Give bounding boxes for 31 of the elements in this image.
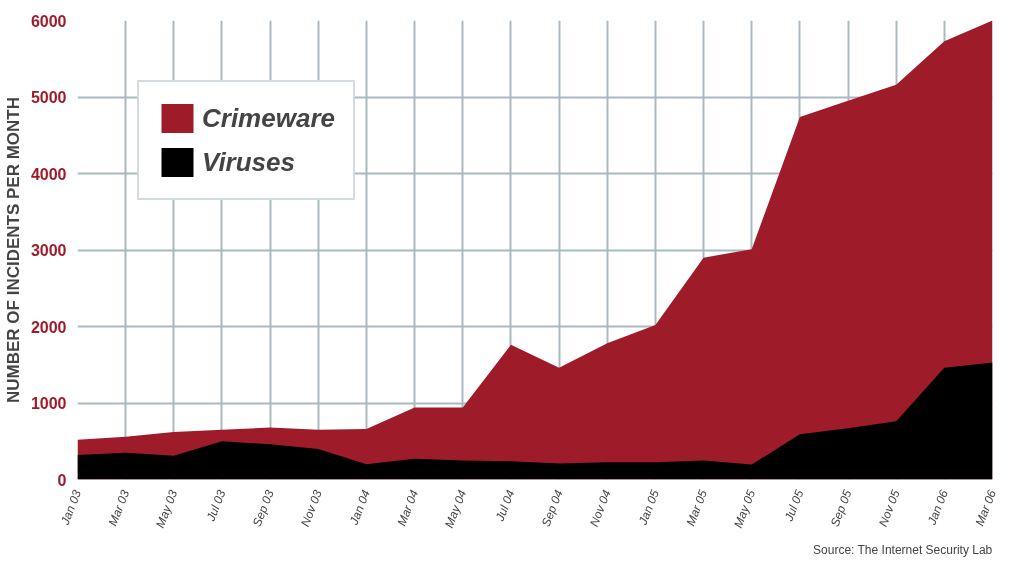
- y-tick-label: 3000: [30, 242, 67, 259]
- y-tick-label: 1000: [30, 395, 67, 412]
- x-tick-label: Mar 05: [683, 487, 711, 528]
- x-tick-label: Jan 05: [635, 487, 663, 528]
- x-tick-label: Mar 06: [972, 487, 1000, 528]
- x-tick-label: Jul 05: [781, 487, 807, 524]
- source-note: Source: The Internet Security Lab: [813, 542, 993, 557]
- x-tick-label: Sep 05: [827, 487, 855, 529]
- x-tick-label: May 04: [441, 487, 470, 530]
- x-tick-label: Nov 03: [297, 487, 325, 529]
- legend-label: Viruses: [202, 145, 295, 179]
- y-tick-label: 2000: [30, 318, 67, 336]
- x-tick-label: May 03: [153, 487, 181, 530]
- y-axis-title: NUMBER OF INCIDENTS PER MONTH: [3, 97, 23, 403]
- x-tick-label: Jan 04: [346, 487, 374, 528]
- x-tick-label: Jul 03: [203, 487, 229, 524]
- x-tick-label: Mar 04: [394, 487, 422, 528]
- x-tick-label: Nov 05: [875, 487, 903, 529]
- x-tick-label: Jul 04: [492, 487, 518, 524]
- x-tick-label: Jan 06: [924, 487, 951, 528]
- y-tick-label: 6000: [30, 12, 67, 30]
- x-tick-label: Sep 03: [249, 487, 277, 529]
- x-tick-label: May 05: [730, 487, 759, 530]
- x-tick-label: Jan 03: [57, 487, 85, 528]
- legend-label: Crimeware: [202, 101, 335, 135]
- y-tick-label: 5000: [30, 89, 67, 106]
- y-tick-label: 4000: [30, 165, 67, 183]
- x-tick-label: Nov 04: [586, 487, 614, 529]
- x-tick-label: Sep 04: [538, 487, 566, 529]
- y-tick-label: 0: [57, 471, 67, 489]
- x-tick-label: Mar 03: [105, 487, 133, 528]
